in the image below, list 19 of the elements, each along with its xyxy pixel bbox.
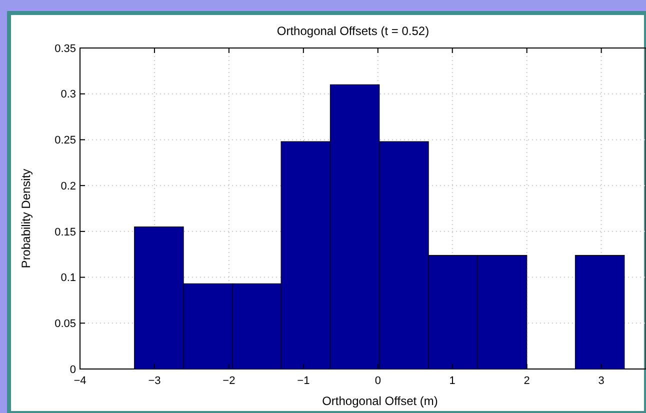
y-axis-title: Probability Density bbox=[19, 168, 33, 268]
y-tick-label: 0.15 bbox=[54, 226, 76, 238]
y-tick-label: 0 bbox=[70, 364, 76, 376]
x-tick-label: 0 bbox=[374, 375, 381, 387]
y-tick-label: 0.2 bbox=[60, 180, 76, 192]
y-tick-label: 0.05 bbox=[54, 318, 76, 330]
x-tick-label: −4 bbox=[74, 375, 86, 387]
x-tick-label: 3 bbox=[598, 375, 604, 387]
x-axis-title: Orthogonal Offset (m) bbox=[322, 394, 438, 408]
x-tick-label: 1 bbox=[449, 375, 456, 387]
y-tick-label: 0.25 bbox=[54, 134, 76, 147]
x-tick-label: 2 bbox=[524, 375, 530, 387]
chart-title: Orthogonal Offsets (t = 0.52) bbox=[276, 24, 430, 38]
x-tick-label: −3 bbox=[148, 375, 161, 387]
x-tick-label: −1 bbox=[297, 375, 310, 387]
x-tick-label: −2 bbox=[222, 375, 236, 387]
y-tick-label: 0.1 bbox=[60, 272, 76, 284]
y-tick-label: 0.35 bbox=[54, 42, 76, 55]
y-tick-label: 0.3 bbox=[60, 88, 76, 101]
